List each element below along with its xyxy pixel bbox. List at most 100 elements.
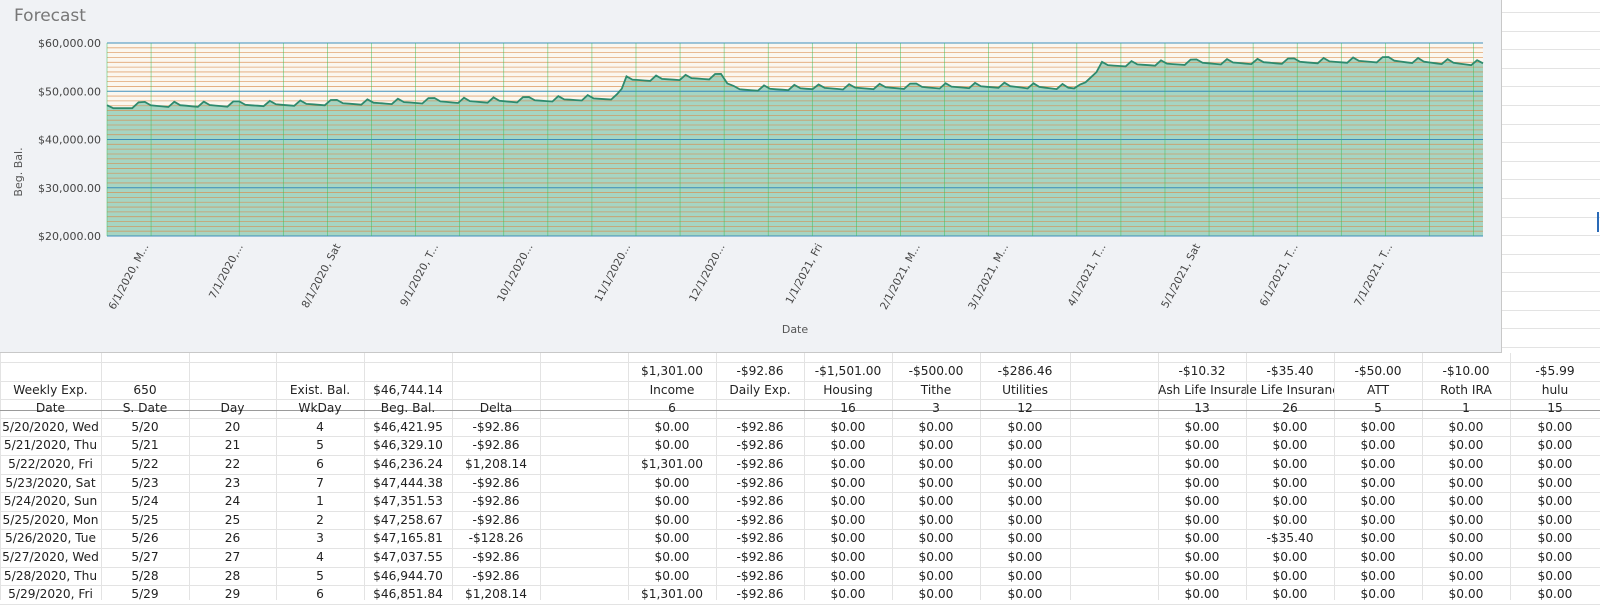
data-cell[interactable]: $46,851.84 [373, 587, 443, 602]
column-header-cell[interactable]: 26 [1282, 401, 1298, 416]
data-cell[interactable]: -$92.86 [736, 457, 784, 471]
header-cell-utilities[interactable]: Utilities [1002, 382, 1048, 397]
data-cell[interactable]: $0.00 [918, 587, 954, 602]
column-header-cell[interactable]: 12 [1017, 401, 1033, 416]
data-cell[interactable]: $0.00 [654, 531, 690, 546]
data-cell[interactable]: $0.00 [1272, 494, 1308, 509]
data-cell[interactable]: $0.00 [1184, 494, 1220, 509]
data-cell[interactable]: $0.00 [1007, 457, 1043, 471]
header-cell-exist_value[interactable]: $46,744.14 [373, 382, 443, 397]
data-cell[interactable]: $0.00 [1184, 419, 1220, 434]
header-cell-hulu[interactable]: hulu [1541, 382, 1569, 397]
budget-amount-cell[interactable]: -$1,501.00 [814, 364, 882, 378]
data-cell[interactable]: $1,301.00 [640, 457, 704, 471]
budget-amount-cell[interactable]: -$5.99 [1535, 364, 1575, 378]
budget-amount-cell[interactable]: -$92.86 [736, 364, 784, 378]
data-cell[interactable]: $0.00 [830, 568, 866, 583]
data-cell[interactable]: $0.00 [830, 512, 866, 527]
data-cell[interactable]: 5/20/2020, Wed [2, 419, 99, 434]
data-cell[interactable]: $0.00 [1448, 494, 1484, 509]
data-cell[interactable]: $0.00 [1537, 550, 1573, 564]
data-cell[interactable]: $0.00 [918, 512, 954, 527]
data-cell[interactable]: $0.00 [1537, 512, 1573, 527]
data-cell[interactable]: $47,165.81 [373, 531, 443, 546]
data-cell[interactable]: $0.00 [830, 438, 866, 453]
data-cell[interactable]: $0.00 [1537, 587, 1573, 602]
data-cell[interactable]: $0.00 [918, 568, 954, 583]
data-cell[interactable]: $0.00 [1537, 494, 1573, 509]
data-cell[interactable]: $0.00 [918, 457, 954, 471]
budget-amount-cell[interactable]: -$500.00 [908, 364, 964, 378]
data-cell[interactable]: 5/29/2020, Fri [8, 587, 93, 602]
data-cell[interactable]: $0.00 [1448, 438, 1484, 453]
data-cell[interactable]: 28 [224, 568, 241, 583]
data-cell[interactable]: $0.00 [1448, 457, 1484, 471]
data-cell[interactable]: $0.00 [830, 475, 866, 490]
data-cell[interactable]: $0.00 [1007, 531, 1043, 546]
data-cell[interactable]: -$92.86 [736, 568, 784, 583]
header-cell-weekly_value[interactable]: 650 [133, 382, 157, 397]
column-header-cell[interactable]: 15 [1547, 401, 1563, 416]
header-cell-att[interactable]: ATT [1366, 382, 1390, 397]
data-cell[interactable]: 3 [316, 531, 324, 546]
data-cell[interactable]: $0.00 [1007, 494, 1043, 509]
data-cell[interactable]: $0.00 [654, 550, 690, 564]
data-cell[interactable]: 2 [316, 512, 324, 527]
column-header-cell[interactable]: WkDay [298, 401, 342, 416]
header-cell-housing[interactable]: Housing [823, 382, 873, 397]
data-cell[interactable]: $0.00 [1007, 475, 1043, 490]
data-cell[interactable]: $0.00 [654, 475, 690, 490]
forecast-chart-panel[interactable]: Forecast $60,000.00 $50,000.00 $40,000.00 $… [0, 0, 1502, 353]
header-cell-life2[interactable]: le Life Insurance [1246, 382, 1334, 397]
data-cell[interactable]: $0.00 [918, 419, 954, 434]
data-cell[interactable]: 5/25 [131, 512, 159, 527]
header-cell-daily[interactable]: Daily Exp. [729, 382, 791, 397]
data-cell[interactable]: $0.00 [830, 531, 866, 546]
data-cell[interactable]: $0.00 [918, 550, 954, 564]
data-cell[interactable]: $0.00 [918, 494, 954, 509]
data-cell[interactable]: -$128.26 [468, 531, 524, 546]
data-cell[interactable]: $47,351.53 [373, 494, 443, 509]
data-cell[interactable]: $0.00 [1537, 438, 1573, 453]
data-cell[interactable]: 21 [224, 438, 241, 453]
data-cell[interactable]: $0.00 [1448, 587, 1484, 602]
data-cell[interactable]: $0.00 [1007, 550, 1043, 564]
data-cell[interactable]: $0.00 [1272, 419, 1308, 434]
data-cell[interactable]: $0.00 [1537, 531, 1573, 546]
data-cell[interactable]: 23 [224, 475, 241, 490]
data-cell[interactable]: $0.00 [1537, 419, 1573, 434]
data-cell[interactable]: $46,329.10 [373, 438, 443, 453]
data-cell[interactable]: 5/27/2020, Wed [2, 550, 99, 564]
data-cell[interactable]: -$92.86 [736, 587, 784, 602]
data-cell[interactable]: $0.00 [1360, 457, 1396, 471]
data-cell[interactable]: 5/23 [131, 475, 159, 490]
data-cell[interactable]: 5/22/2020, Fri [8, 457, 93, 471]
data-cell[interactable]: 5/20 [131, 419, 159, 434]
data-cell[interactable]: $0.00 [1007, 438, 1043, 453]
data-cell[interactable]: $0.00 [1360, 568, 1396, 583]
data-cell[interactable]: -$92.86 [472, 494, 520, 509]
data-cell[interactable]: 25 [224, 512, 241, 527]
data-cell[interactable]: 27 [224, 550, 241, 564]
data-cell[interactable]: 5/21/2020, Thu [3, 438, 98, 453]
data-cell[interactable]: $0.00 [1007, 512, 1043, 527]
data-cell[interactable]: $0.00 [1184, 512, 1220, 527]
data-cell[interactable]: $0.00 [1272, 550, 1308, 564]
data-cell[interactable]: $0.00 [1184, 568, 1220, 583]
data-cell[interactable]: -$92.86 [736, 531, 784, 546]
data-cell[interactable]: 5/26/2020, Tue [4, 531, 97, 546]
data-cell[interactable]: $0.00 [918, 475, 954, 490]
data-cell[interactable]: $0.00 [654, 438, 690, 453]
data-cell[interactable]: 5/25/2020, Mon [2, 512, 99, 527]
data-cell[interactable]: 4 [316, 419, 324, 434]
data-cell[interactable]: $0.00 [1360, 587, 1396, 602]
data-cell[interactable]: $0.00 [1184, 587, 1220, 602]
data-cell[interactable]: $0.00 [1360, 419, 1396, 434]
header-cell-income[interactable]: Income [649, 382, 695, 397]
budget-amount-cell[interactable]: -$286.46 [997, 364, 1053, 378]
header-cell-ash[interactable]: Ash Life Insurance [1158, 382, 1246, 397]
data-cell[interactable]: $0.00 [1360, 512, 1396, 527]
data-cell[interactable]: $0.00 [1007, 568, 1043, 583]
column-header-cell[interactable]: Beg. Bal. [380, 401, 436, 416]
data-cell[interactable]: -$92.86 [472, 550, 520, 564]
